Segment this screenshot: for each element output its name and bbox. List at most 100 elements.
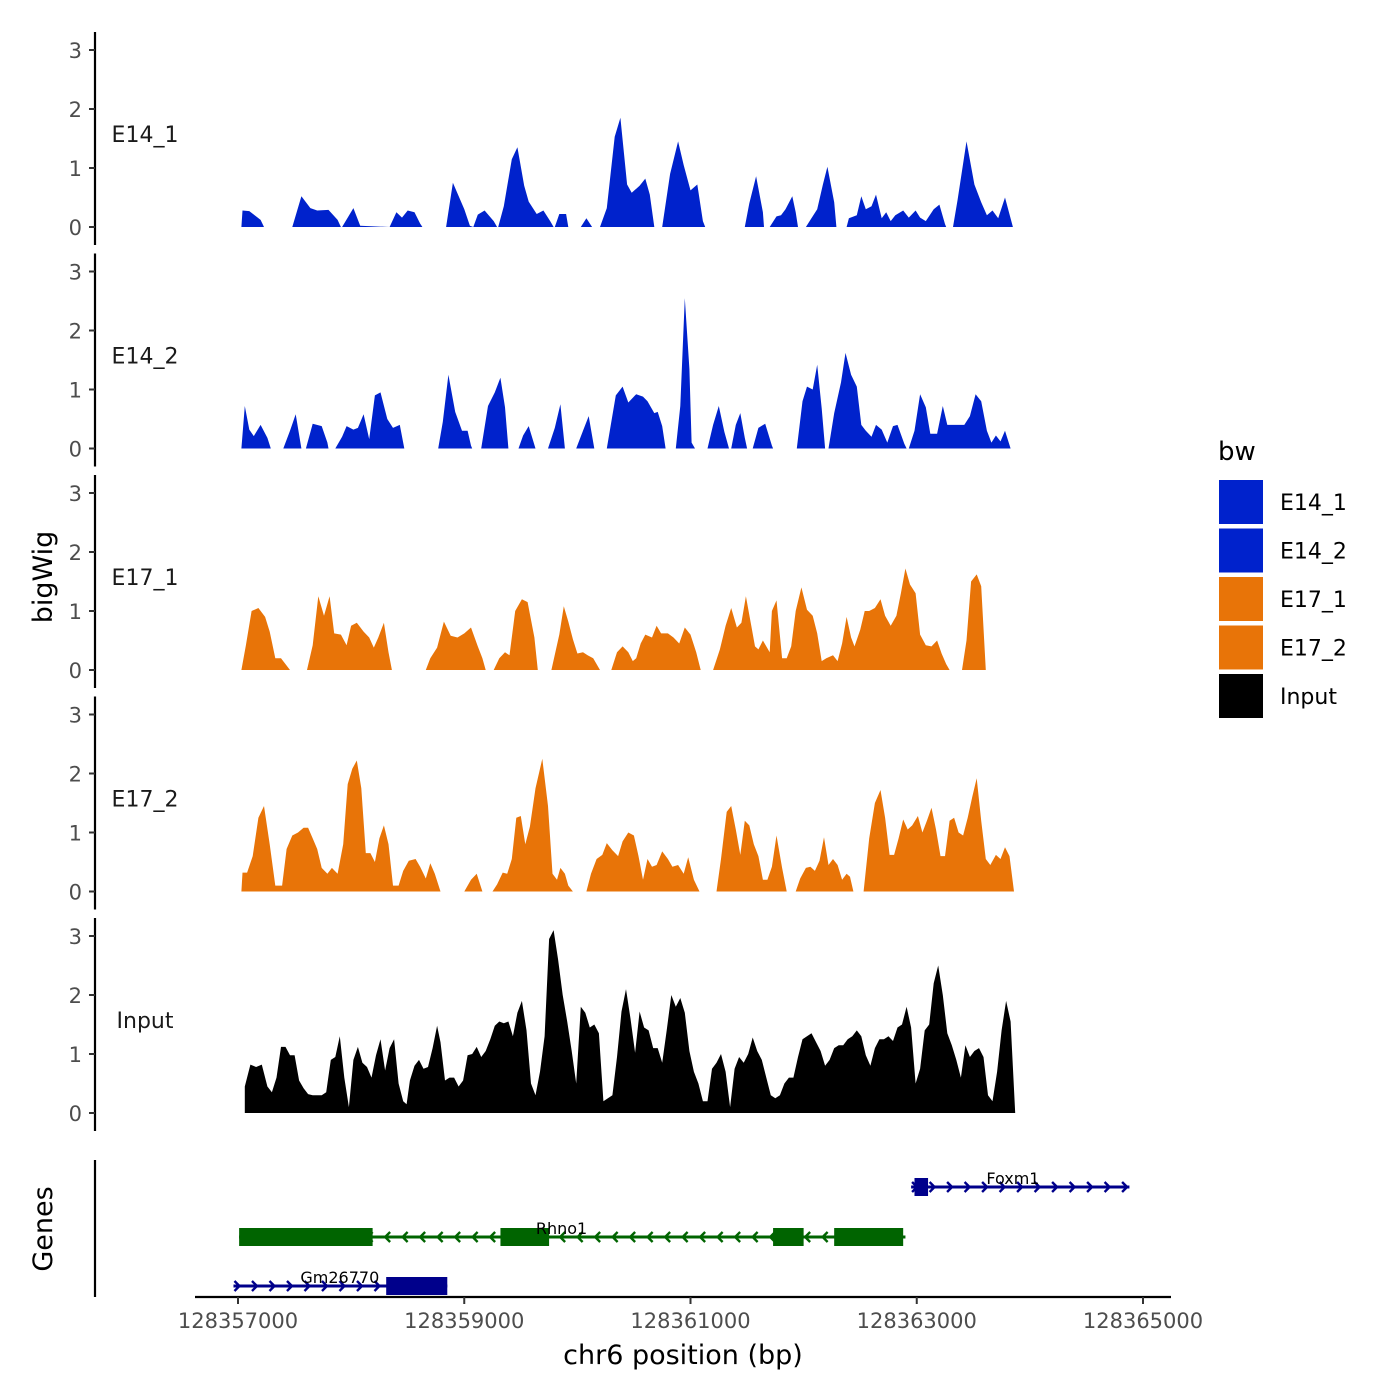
gene-label: Foxm1 — [986, 1169, 1039, 1188]
strand-arrow — [303, 1280, 312, 1292]
legend-key-e17-2 — [1219, 625, 1263, 670]
track-panel-input: 0 1 2 3 Input — [69, 918, 1016, 1131]
strand-arrow — [558, 1231, 566, 1243]
strand-arrow — [470, 1231, 479, 1243]
strand-arrow — [373, 1280, 382, 1292]
y-tick-label: 0 — [69, 659, 82, 683]
coverage-area — [244, 930, 1016, 1113]
coverage-area — [241, 298, 1121, 449]
strand-arrow — [1051, 1181, 1059, 1193]
legend-label: E14_1 — [1280, 491, 1347, 516]
strand-arrow — [750, 1231, 759, 1243]
strand-arrow — [946, 1181, 954, 1193]
gene-label: Gm26770 — [300, 1268, 379, 1287]
x-tick-label: 128363000 — [857, 1309, 977, 1333]
strand-arrow — [820, 1231, 829, 1243]
legend-label: E14_2 — [1280, 540, 1347, 565]
strand-arrow — [998, 1181, 1007, 1193]
x-tick-label: 128359000 — [404, 1309, 524, 1333]
track-panel-e14-2: 0 1 2 3 E14_2 — [69, 253, 1121, 467]
exon-block — [834, 1228, 904, 1246]
strand-arrow — [575, 1231, 584, 1243]
y-tick-label: 3 — [69, 704, 82, 728]
x-tick-label: 128365000 — [1083, 1309, 1203, 1333]
exon-block — [239, 1228, 373, 1246]
y-tick-label: 3 — [69, 39, 82, 63]
y-tick-label: 0 — [69, 1102, 82, 1126]
legend-label: Input — [1280, 685, 1337, 710]
y-tick-label: 2 — [69, 541, 82, 565]
strand-arrow — [418, 1231, 426, 1243]
gene-rhno1: Rhno1 — [239, 1219, 906, 1246]
strand-arrow — [803, 1231, 811, 1243]
strand-arrow — [715, 1231, 724, 1243]
strand-arrow — [663, 1231, 671, 1243]
strand-arrow — [251, 1280, 259, 1292]
x-axis: 128357000 128359000 128361000 128363000 1283… — [178, 1295, 1203, 1333]
legend-label: E17_1 — [1280, 588, 1347, 613]
strand-arrow — [928, 1181, 937, 1193]
track-label: E14_2 — [112, 345, 179, 370]
legend-key-e14-1 — [1219, 480, 1263, 524]
strand-arrow — [593, 1231, 601, 1243]
y-tick-label: 1 — [69, 157, 82, 181]
legend-label: E17_2 — [1280, 637, 1347, 662]
track-panel-e17-2: 0 1 2 3 E17_2 — [69, 696, 1014, 910]
y-tick-label: 2 — [69, 763, 82, 787]
strand-arrow — [383, 1231, 391, 1243]
strand-arrow — [1121, 1181, 1129, 1193]
x-tick-label: 128361000 — [630, 1309, 750, 1333]
strand-arrow — [1033, 1181, 1042, 1193]
legend-title: bw — [1218, 437, 1256, 467]
y-tick-label: 2 — [69, 320, 82, 344]
gene-foxm1: Foxm1 — [911, 1169, 1130, 1196]
y-tick-label: 3 — [69, 482, 82, 506]
track-label: E14_1 — [112, 123, 179, 148]
legend: bw E14_1 E14_2 E17_1 E17_2 Input — [1218, 437, 1347, 718]
y-tick-label: 0 — [69, 438, 82, 462]
strand-arrow — [1103, 1181, 1112, 1193]
coverage-area — [241, 117, 1121, 227]
legend-key-e17-1 — [1219, 577, 1263, 621]
strand-arrow — [645, 1231, 654, 1243]
strand-arrow — [628, 1231, 636, 1243]
track-panels: 0 1 2 3 E14_1 0 1 2 3 E14_2 0 1 2 3 E17_1 0 1 2 3 E17_2 0 1 2 3… — [69, 32, 1121, 1131]
track-panel-e17-1: 0 1 2 3 E17_1 — [69, 475, 986, 688]
y-tick-label: 0 — [69, 881, 82, 905]
track-label: Input — [117, 1009, 174, 1034]
coverage-area — [241, 568, 986, 670]
strand-arrow — [981, 1181, 989, 1193]
strand-arrow — [338, 1280, 347, 1292]
x-tick-label: 128357000 — [178, 1309, 298, 1333]
legend-key-e14-2 — [1219, 528, 1263, 573]
y-tick-label: 3 — [69, 261, 82, 285]
x-axis-title: chr6 position (bp) — [563, 1340, 803, 1371]
gene-gm26770: Gm26770 — [233, 1268, 448, 1295]
strand-arrow — [963, 1181, 972, 1193]
exon-block — [386, 1277, 448, 1295]
genes-axis-title: Genes — [28, 1186, 59, 1271]
genes-panel: Foxm1 Rhno1 Gm26770 — [93, 1160, 1130, 1297]
gene-label: Rhno1 — [536, 1219, 587, 1238]
strand-arrow — [698, 1231, 706, 1243]
strand-arrow — [356, 1280, 364, 1292]
track-label: E17_1 — [112, 566, 179, 591]
y-tick-label: 2 — [69, 98, 82, 122]
strand-arrow — [610, 1231, 619, 1243]
y-tick-label: 0 — [69, 216, 82, 240]
strand-arrow — [1068, 1181, 1077, 1193]
strand-arrow — [400, 1231, 409, 1243]
y-tick-label: 1 — [69, 1043, 82, 1067]
strand-arrow — [268, 1280, 277, 1292]
strand-arrow — [286, 1280, 294, 1292]
y-tick-label: 2 — [69, 984, 82, 1008]
strand-arrow — [1086, 1181, 1094, 1193]
strand-arrow — [233, 1280, 242, 1292]
track-panel-e14-1: 0 1 2 3 E14_1 — [69, 32, 1121, 245]
coverage-area — [241, 758, 1014, 892]
strand-arrow — [453, 1231, 461, 1243]
strand-arrow — [435, 1231, 444, 1243]
strand-arrow — [1016, 1181, 1024, 1193]
